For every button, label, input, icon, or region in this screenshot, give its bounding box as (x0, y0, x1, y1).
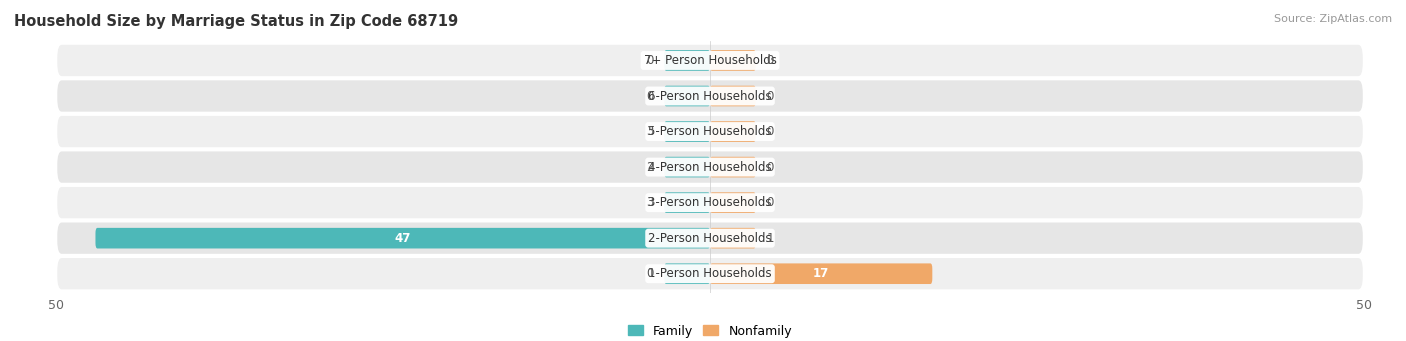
Text: 0: 0 (766, 54, 773, 67)
Text: Household Size by Marriage Status in Zip Code 68719: Household Size by Marriage Status in Zip… (14, 14, 458, 29)
Text: 0: 0 (766, 161, 773, 174)
Text: 6-Person Households: 6-Person Households (648, 89, 772, 103)
FancyBboxPatch shape (710, 50, 756, 71)
Text: 1-Person Households: 1-Person Households (648, 267, 772, 280)
Text: 2-Person Households: 2-Person Households (648, 232, 772, 245)
FancyBboxPatch shape (664, 192, 710, 213)
FancyBboxPatch shape (664, 121, 710, 142)
FancyBboxPatch shape (710, 228, 756, 249)
FancyBboxPatch shape (56, 257, 1364, 291)
FancyBboxPatch shape (664, 157, 710, 177)
Text: 17: 17 (813, 267, 830, 280)
FancyBboxPatch shape (664, 86, 710, 106)
Text: 3-Person Households: 3-Person Households (648, 196, 772, 209)
Text: 5-Person Households: 5-Person Households (648, 125, 772, 138)
Text: 3: 3 (647, 196, 654, 209)
FancyBboxPatch shape (664, 50, 710, 71)
Text: 0: 0 (766, 89, 773, 103)
Text: 0: 0 (647, 267, 654, 280)
FancyBboxPatch shape (710, 157, 756, 177)
Text: 2: 2 (647, 161, 654, 174)
FancyBboxPatch shape (710, 86, 756, 106)
FancyBboxPatch shape (710, 263, 932, 284)
FancyBboxPatch shape (56, 79, 1364, 113)
FancyBboxPatch shape (56, 115, 1364, 148)
FancyBboxPatch shape (56, 221, 1364, 255)
FancyBboxPatch shape (56, 44, 1364, 77)
Text: 47: 47 (395, 232, 411, 245)
Text: 0: 0 (647, 89, 654, 103)
FancyBboxPatch shape (56, 186, 1364, 219)
FancyBboxPatch shape (710, 121, 756, 142)
Text: 1: 1 (766, 232, 773, 245)
Legend: Family, Nonfamily: Family, Nonfamily (623, 320, 797, 341)
Text: 0: 0 (766, 125, 773, 138)
FancyBboxPatch shape (664, 263, 710, 284)
Text: 4-Person Households: 4-Person Households (648, 161, 772, 174)
FancyBboxPatch shape (96, 228, 710, 249)
Text: 0: 0 (647, 54, 654, 67)
Text: Source: ZipAtlas.com: Source: ZipAtlas.com (1274, 14, 1392, 24)
Text: 0: 0 (766, 196, 773, 209)
Text: 7+ Person Households: 7+ Person Households (644, 54, 776, 67)
FancyBboxPatch shape (56, 150, 1364, 184)
Text: 3: 3 (647, 125, 654, 138)
FancyBboxPatch shape (710, 192, 756, 213)
